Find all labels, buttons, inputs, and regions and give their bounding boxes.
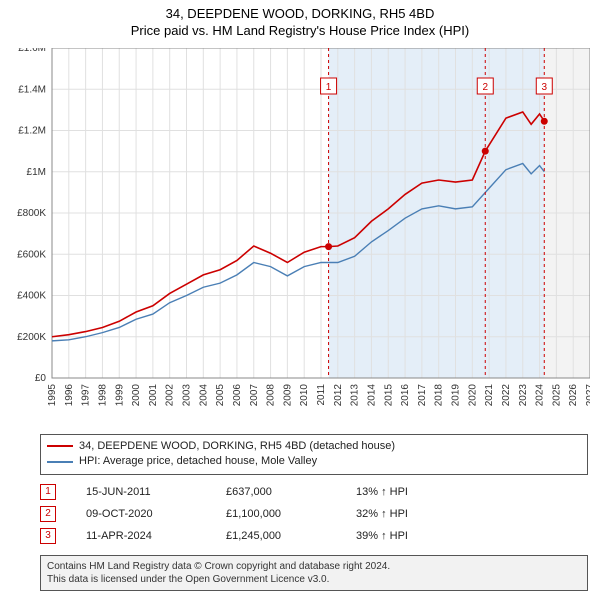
svg-text:2007: 2007 [249, 383, 260, 406]
svg-text:2020: 2020 [467, 383, 478, 406]
svg-text:1996: 1996 [64, 383, 75, 406]
svg-text:£1M: £1M [27, 167, 46, 178]
svg-text:2015: 2015 [383, 383, 394, 406]
svg-text:2000: 2000 [131, 383, 142, 406]
svg-text:£200K: £200K [17, 332, 46, 343]
svg-text:£400K: £400K [17, 290, 46, 301]
svg-text:2005: 2005 [215, 383, 226, 406]
sale-row: 1 15-JUN-2011 £637,000 13% ↑ HPI [40, 481, 588, 503]
svg-text:2012: 2012 [333, 383, 344, 406]
svg-text:£1.2M: £1.2M [18, 125, 46, 136]
legend-label: 34, DEEPDENE WOOD, DORKING, RH5 4BD (det… [79, 439, 395, 454]
svg-text:£800K: £800K [17, 208, 46, 219]
legend: 34, DEEPDENE WOOD, DORKING, RH5 4BD (det… [40, 434, 588, 475]
svg-text:£1.4M: £1.4M [18, 84, 46, 95]
svg-text:2017: 2017 [417, 383, 428, 406]
chart: £0 £200K £400K £600K £800K £1M £1.2M £1.4M £1.6M… [10, 48, 590, 430]
sale-price: £1,100,000 [226, 508, 326, 520]
svg-text:2011: 2011 [316, 383, 327, 405]
title-area: 34, DEEPDENE WOOD, DORKING, RH5 4BD Pric… [0, 0, 600, 40]
chart-card: 34, DEEPDENE WOOD, DORKING, RH5 4BD Pric… [0, 0, 600, 590]
svg-text:2023: 2023 [518, 383, 529, 406]
svg-text:2021: 2021 [484, 383, 495, 406]
svg-text:2006: 2006 [232, 383, 243, 406]
sale-row: 3 11-APR-2024 £1,245,000 39% ↑ HPI [40, 525, 588, 547]
sale-price: £637,000 [226, 486, 326, 498]
sale-price: £1,245,000 [226, 530, 326, 542]
svg-text:2027: 2027 [585, 383, 590, 406]
svg-text:2016: 2016 [400, 383, 411, 406]
svg-text:£0: £0 [35, 373, 47, 384]
svg-text:2010: 2010 [299, 383, 310, 406]
svg-text:2019: 2019 [451, 383, 462, 406]
svg-text:2009: 2009 [282, 383, 293, 406]
svg-text:2013: 2013 [350, 383, 361, 406]
footer-line1: Contains HM Land Registry data © Crown c… [47, 560, 581, 573]
chart-svg: £0 £200K £400K £600K £800K £1M £1.2M £1.4M £1.6M… [10, 48, 590, 430]
svg-text:2025: 2025 [551, 383, 562, 406]
svg-text:2022: 2022 [501, 383, 512, 406]
svg-text:£600K: £600K [17, 249, 46, 260]
footer: Contains HM Land Registry data © Crown c… [40, 555, 588, 591]
svg-text:2024: 2024 [535, 383, 546, 406]
sale-marker-box: 2 [40, 506, 56, 522]
sale-vs-hpi: 13% ↑ HPI [356, 486, 446, 498]
subtitle: Price paid vs. HM Land Registry's House … [0, 23, 600, 40]
svg-text:2004: 2004 [198, 383, 209, 406]
sale-date: 15-JUN-2011 [86, 486, 196, 498]
legend-label: HPI: Average price, detached house, Mole… [79, 454, 317, 469]
sale-marker-box: 3 [40, 528, 56, 544]
sale-marker-box: 1 [40, 484, 56, 500]
svg-text:1: 1 [326, 82, 332, 93]
legend-item: 34, DEEPDENE WOOD, DORKING, RH5 4BD (det… [47, 439, 581, 454]
footer-line2: This data is licensed under the Open Gov… [47, 573, 581, 586]
sale-date: 11-APR-2024 [86, 530, 196, 542]
svg-text:1998: 1998 [97, 383, 108, 406]
sale-vs-hpi: 39% ↑ HPI [356, 530, 446, 542]
title: 34, DEEPDENE WOOD, DORKING, RH5 4BD [0, 6, 600, 23]
legend-swatch [47, 445, 73, 447]
svg-text:2: 2 [482, 82, 488, 93]
svg-text:2002: 2002 [165, 383, 176, 406]
svg-text:2003: 2003 [182, 383, 193, 406]
sale-row: 2 09-OCT-2020 £1,100,000 32% ↑ HPI [40, 503, 588, 525]
svg-text:2001: 2001 [148, 383, 159, 406]
svg-text:1995: 1995 [47, 383, 58, 406]
svg-text:3: 3 [541, 82, 547, 93]
svg-text:£1.6M: £1.6M [18, 48, 46, 54]
legend-item: HPI: Average price, detached house, Mole… [47, 454, 581, 469]
sales-table: 1 15-JUN-2011 £637,000 13% ↑ HPI 2 09-OCT-202… [40, 481, 588, 547]
sale-vs-hpi: 32% ↑ HPI [356, 508, 446, 520]
svg-text:2014: 2014 [366, 383, 377, 406]
svg-text:1999: 1999 [114, 383, 125, 406]
svg-text:1997: 1997 [81, 383, 92, 406]
legend-swatch [47, 461, 73, 463]
svg-text:2018: 2018 [434, 383, 445, 406]
sale-date: 09-OCT-2020 [86, 508, 196, 520]
svg-text:2008: 2008 [266, 383, 277, 406]
svg-text:2026: 2026 [568, 383, 579, 406]
